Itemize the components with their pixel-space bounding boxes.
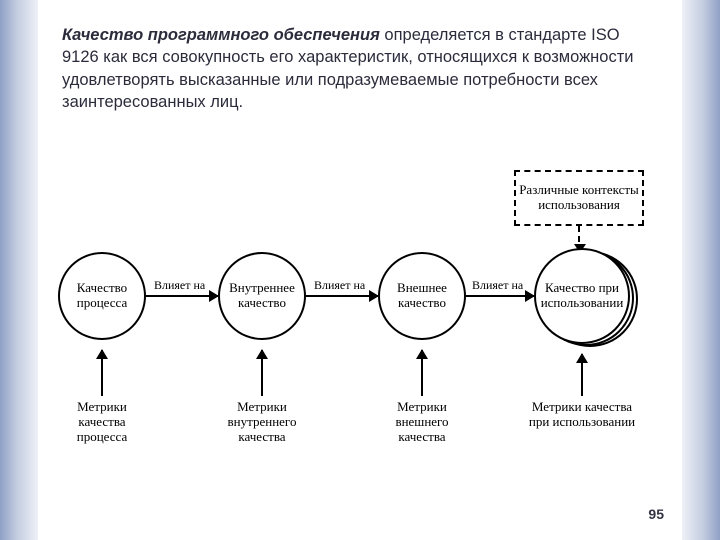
page-number: 95 bbox=[648, 506, 664, 522]
metric-arrow bbox=[421, 350, 423, 396]
edge-label: Влияет на bbox=[314, 278, 365, 293]
node-label: Качество при использовании bbox=[536, 281, 628, 311]
node-external: Внешнее качество bbox=[378, 252, 466, 340]
node-label: Внутреннее качество bbox=[220, 281, 304, 311]
quality-diagram: Различные контексты использованияКачеств… bbox=[38, 200, 682, 460]
edge-arrow bbox=[466, 295, 534, 297]
node-label: Внешнее качество bbox=[380, 281, 464, 311]
metric-label: Метрики внутреннего качества bbox=[212, 400, 312, 445]
title-text: Качество программного обеспечения опреде… bbox=[62, 24, 658, 113]
node-inuse: Качество при использовании bbox=[534, 248, 630, 344]
left-gradient bbox=[0, 0, 38, 540]
title-bold: Качество программного обеспечения bbox=[62, 26, 380, 44]
node-process: Качество процесса bbox=[58, 252, 146, 340]
metric-label: Метрики качества при использовании bbox=[526, 400, 638, 430]
node-internal: Внутреннее качество bbox=[218, 252, 306, 340]
node-label: Качество процесса bbox=[60, 281, 144, 311]
context-box: Различные контексты использования bbox=[514, 170, 644, 226]
metric-arrow bbox=[261, 350, 263, 396]
edge-arrow bbox=[146, 295, 218, 297]
edge-label: Влияет на bbox=[472, 278, 523, 293]
slide: Качество программного обеспечения опреде… bbox=[0, 0, 720, 540]
edge-arrow bbox=[306, 295, 378, 297]
right-gradient bbox=[682, 0, 720, 540]
metric-label: Метрики внешнего качества bbox=[376, 400, 468, 445]
metric-arrow bbox=[581, 354, 583, 396]
metric-arrow bbox=[101, 350, 103, 396]
edge-label: Влияет на bbox=[154, 278, 205, 293]
metric-label: Метрики качества процесса bbox=[56, 400, 148, 445]
